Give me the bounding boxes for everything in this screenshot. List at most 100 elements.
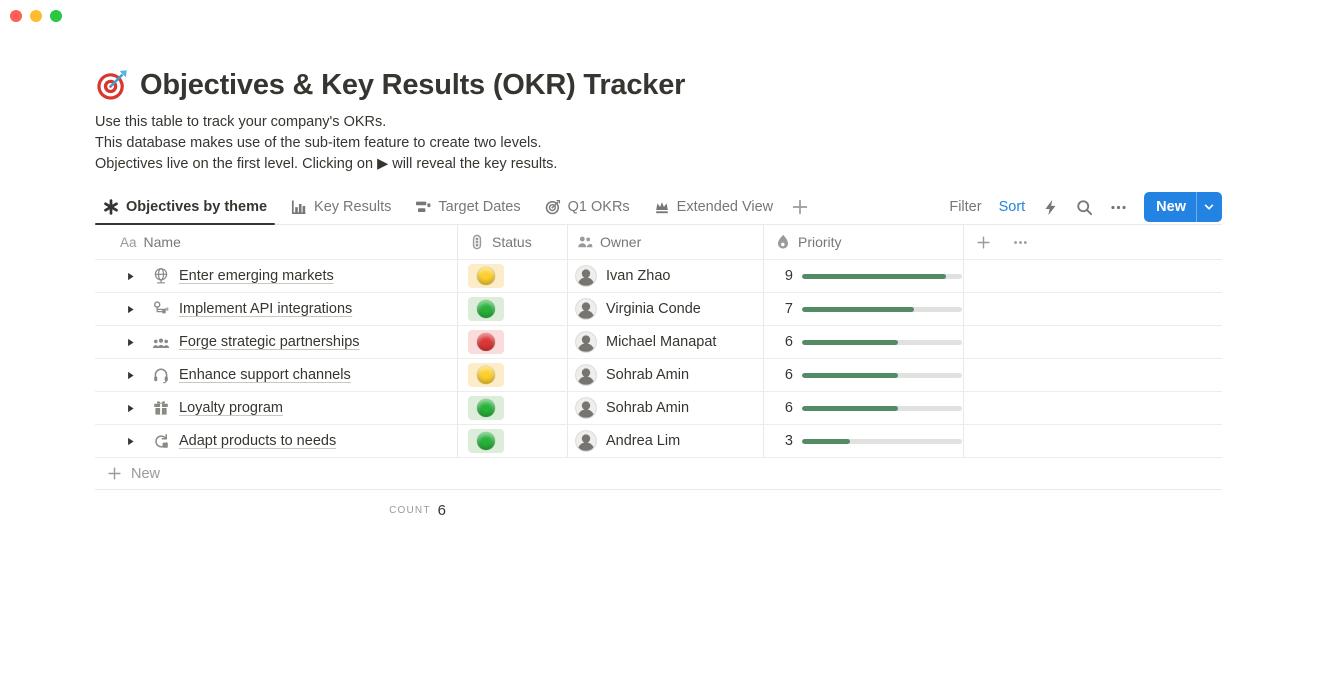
- priority-bar-track: [802, 405, 962, 411]
- name-cell[interactable]: Enhance support channels: [95, 359, 458, 391]
- name-cell[interactable]: Adapt products to needs: [95, 425, 458, 457]
- toggle-triangle-icon[interactable]: [125, 370, 136, 381]
- status-cell[interactable]: [458, 260, 568, 292]
- priority-cell[interactable]: 3: [764, 425, 964, 457]
- row-title[interactable]: Adapt products to needs: [179, 433, 337, 449]
- column-header-priority[interactable]: Priority: [764, 225, 964, 259]
- column-header-label: Name: [143, 234, 181, 250]
- status-cell[interactable]: [458, 326, 568, 358]
- priority-cell[interactable]: 7: [764, 293, 964, 325]
- flame-icon: [775, 234, 791, 250]
- status-cell[interactable]: [458, 392, 568, 424]
- name-cell[interactable]: Implement API integrations: [95, 293, 458, 325]
- status-pill-green[interactable]: [468, 396, 504, 420]
- view-tabs: Objectives by theme Key Results Target Dat…: [95, 190, 789, 225]
- status-pill-green[interactable]: [468, 297, 504, 321]
- new-row-button[interactable]: New: [95, 457, 1222, 490]
- priority-cell[interactable]: 6: [764, 392, 964, 424]
- tab-objectives-by-theme[interactable]: Objectives by theme: [95, 190, 276, 225]
- name-cell[interactable]: Loyalty program: [95, 392, 458, 424]
- avatar: [575, 364, 597, 386]
- row-title[interactable]: Forge strategic partnerships: [179, 334, 360, 350]
- owner-cell[interactable]: Michael Manapat: [568, 326, 764, 358]
- description-line: Use this table to track your company's O…: [95, 114, 387, 130]
- status-cell[interactable]: [458, 425, 568, 457]
- extra-cell: [964, 359, 1222, 391]
- status-cell[interactable]: [458, 293, 568, 325]
- row-title[interactable]: Enhance support channels: [179, 367, 351, 383]
- count-label: COUNT: [389, 505, 431, 516]
- avatar: [575, 331, 597, 353]
- extra-cell: [964, 425, 1222, 457]
- priority-cell[interactable]: 9: [764, 260, 964, 292]
- sort-button[interactable]: Sort: [998, 199, 1026, 215]
- maximize-button[interactable]: [50, 10, 62, 22]
- priority-cell[interactable]: 6: [764, 326, 964, 358]
- owner-cell[interactable]: Ivan Zhao: [568, 260, 764, 292]
- table-header-row: Aa Name Status Owner Priority: [95, 225, 1222, 259]
- name-cell[interactable]: Forge strategic partnerships: [95, 326, 458, 358]
- row-title[interactable]: Enter emerging markets: [179, 268, 334, 284]
- table-row: Adapt products to needs Andrea Lim 3: [95, 424, 1222, 457]
- chevron-down-icon[interactable]: [1203, 201, 1215, 213]
- status-pill-red[interactable]: [468, 330, 504, 354]
- column-header-owner[interactable]: Owner: [568, 225, 764, 259]
- priority-value: 9: [784, 268, 793, 284]
- search-icon[interactable]: [1076, 199, 1093, 216]
- headphones-icon: [152, 366, 170, 384]
- owner-cell[interactable]: Sohrab Amin: [568, 392, 764, 424]
- add-view-plus-icon[interactable]: [791, 198, 809, 216]
- target-icon: [545, 199, 561, 215]
- page-title-text: Objectives & Key Results (OKR) Tracker: [140, 68, 686, 101]
- row-title[interactable]: Loyalty program: [179, 400, 283, 416]
- toggle-triangle-icon[interactable]: [125, 436, 136, 447]
- status-pill-yellow[interactable]: [468, 264, 504, 288]
- count-summary[interactable]: COUNT 6: [95, 490, 458, 519]
- status-pill-green[interactable]: [468, 429, 504, 453]
- owner-cell[interactable]: Virginia Conde: [568, 293, 764, 325]
- toggle-triangle-icon[interactable]: [125, 304, 136, 315]
- table-body: Enter emerging markets Ivan Zhao 9 Implemen…: [95, 259, 1222, 457]
- bar-chart-icon: [291, 199, 307, 215]
- tab-target-dates[interactable]: Target Dates: [407, 190, 528, 224]
- more-icon[interactable]: [1110, 199, 1127, 216]
- row-title[interactable]: Implement API integrations: [179, 301, 353, 317]
- toggle-triangle-icon[interactable]: [125, 271, 136, 282]
- target-emoji-icon: [95, 68, 129, 102]
- filter-button[interactable]: Filter: [949, 199, 982, 215]
- toggle-triangle-icon[interactable]: [125, 337, 136, 348]
- tab-label: Extended View: [676, 199, 774, 215]
- tab-q1-okrs[interactable]: Q1 OKRs: [537, 190, 638, 224]
- lightning-icon[interactable]: [1042, 199, 1059, 216]
- status-dot-green: [477, 432, 495, 450]
- new-button-label[interactable]: New: [1156, 199, 1186, 215]
- column-header-status[interactable]: Status: [458, 225, 568, 259]
- priority-value: 6: [784, 334, 793, 350]
- table-options-icon[interactable]: [1013, 235, 1028, 250]
- owner-name: Sohrab Amin: [606, 367, 690, 383]
- table-row: Forge strategic partnerships Michael Mana…: [95, 325, 1222, 358]
- extra-cell: [964, 260, 1222, 292]
- close-button[interactable]: [10, 10, 22, 22]
- tab-key-results[interactable]: Key Results: [283, 190, 399, 224]
- tab-extended-view[interactable]: Extended View: [646, 190, 781, 224]
- toggle-triangle-icon[interactable]: [125, 403, 136, 414]
- owner-name: Sohrab Amin: [606, 400, 690, 416]
- status-dot-yellow: [477, 267, 495, 285]
- owner-cell[interactable]: Andrea Lim: [568, 425, 764, 457]
- new-button[interactable]: New: [1144, 192, 1222, 222]
- owner-name: Michael Manapat: [606, 334, 717, 350]
- table-row: Implement API integrations Virginia Conde…: [95, 292, 1222, 325]
- name-cell[interactable]: Enter emerging markets: [95, 260, 458, 292]
- description-line: This database makes use of the sub-item …: [95, 135, 542, 151]
- owner-cell[interactable]: Sohrab Amin: [568, 359, 764, 391]
- status-cell[interactable]: [458, 359, 568, 391]
- status-pill-yellow[interactable]: [468, 363, 504, 387]
- add-property-icon[interactable]: [976, 235, 991, 250]
- column-header-name[interactable]: Aa Name: [95, 225, 458, 259]
- asterisk-icon: [103, 199, 119, 215]
- priority-bar-track: [802, 438, 962, 444]
- priority-cell[interactable]: 6: [764, 359, 964, 391]
- minimize-button[interactable]: [30, 10, 42, 22]
- extra-cell: [964, 293, 1222, 325]
